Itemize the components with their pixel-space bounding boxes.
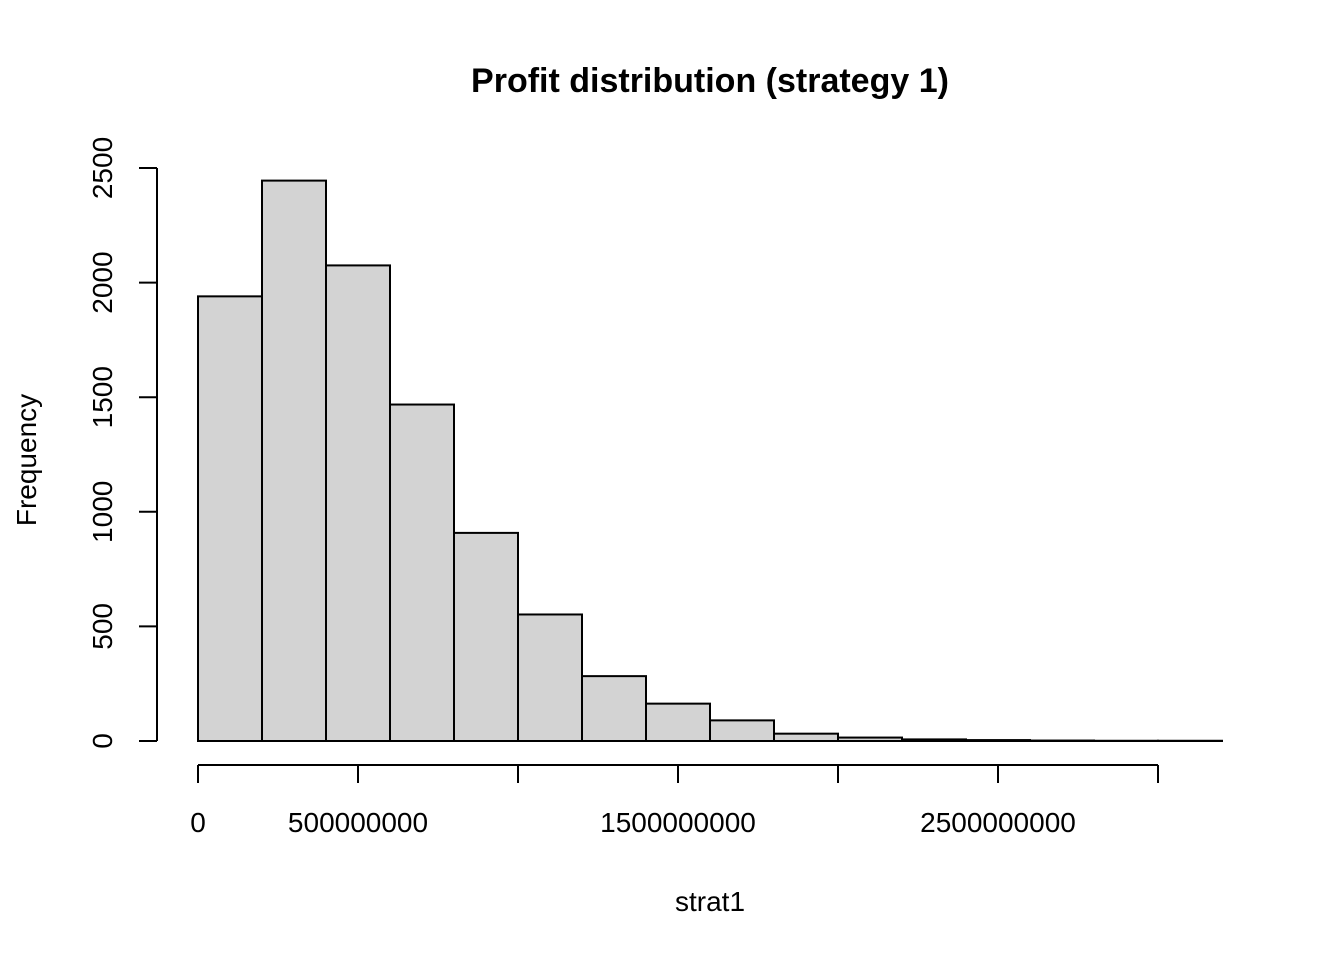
histogram-bar xyxy=(901,738,967,743)
histogram-bar xyxy=(645,702,711,742)
histogram-bar xyxy=(453,531,519,743)
histogram-bar xyxy=(325,264,391,742)
y-tick-label: 2000 xyxy=(87,251,118,313)
histogram-bar xyxy=(517,613,583,743)
x-tick-label: 500000000 xyxy=(288,807,428,838)
y-tick-label: 1500 xyxy=(87,366,118,428)
y-tick-label: 2500 xyxy=(87,137,118,199)
histogram-bar xyxy=(773,732,839,742)
histogram-bar xyxy=(389,403,455,742)
histogram-bar xyxy=(837,736,903,743)
y-axis: 0 500 1000 1500 2000 2500 xyxy=(87,137,158,749)
histogram-bar xyxy=(261,179,327,742)
histogram-bar xyxy=(965,739,1031,742)
x-tick-label: 2500000000 xyxy=(920,807,1076,838)
x-axis-label: strat1 xyxy=(675,886,745,917)
x-axis: 0 500000000 1500000000 2500000000 xyxy=(190,764,1159,838)
x-tick-label: 0 xyxy=(190,807,206,838)
histogram-bar xyxy=(197,295,263,742)
histogram-bar xyxy=(581,675,647,743)
chart-title: Profit distribution (strategy 1) xyxy=(471,62,949,100)
x-tick-label: 1500000000 xyxy=(600,807,756,838)
y-axis-label: Frequency xyxy=(11,394,42,526)
histogram-bar xyxy=(709,719,775,743)
y-tick-label: 0 xyxy=(87,733,118,749)
y-tick-label: 500 xyxy=(87,603,118,650)
y-tick-label: 1000 xyxy=(87,481,118,543)
bars-group xyxy=(197,179,1223,743)
